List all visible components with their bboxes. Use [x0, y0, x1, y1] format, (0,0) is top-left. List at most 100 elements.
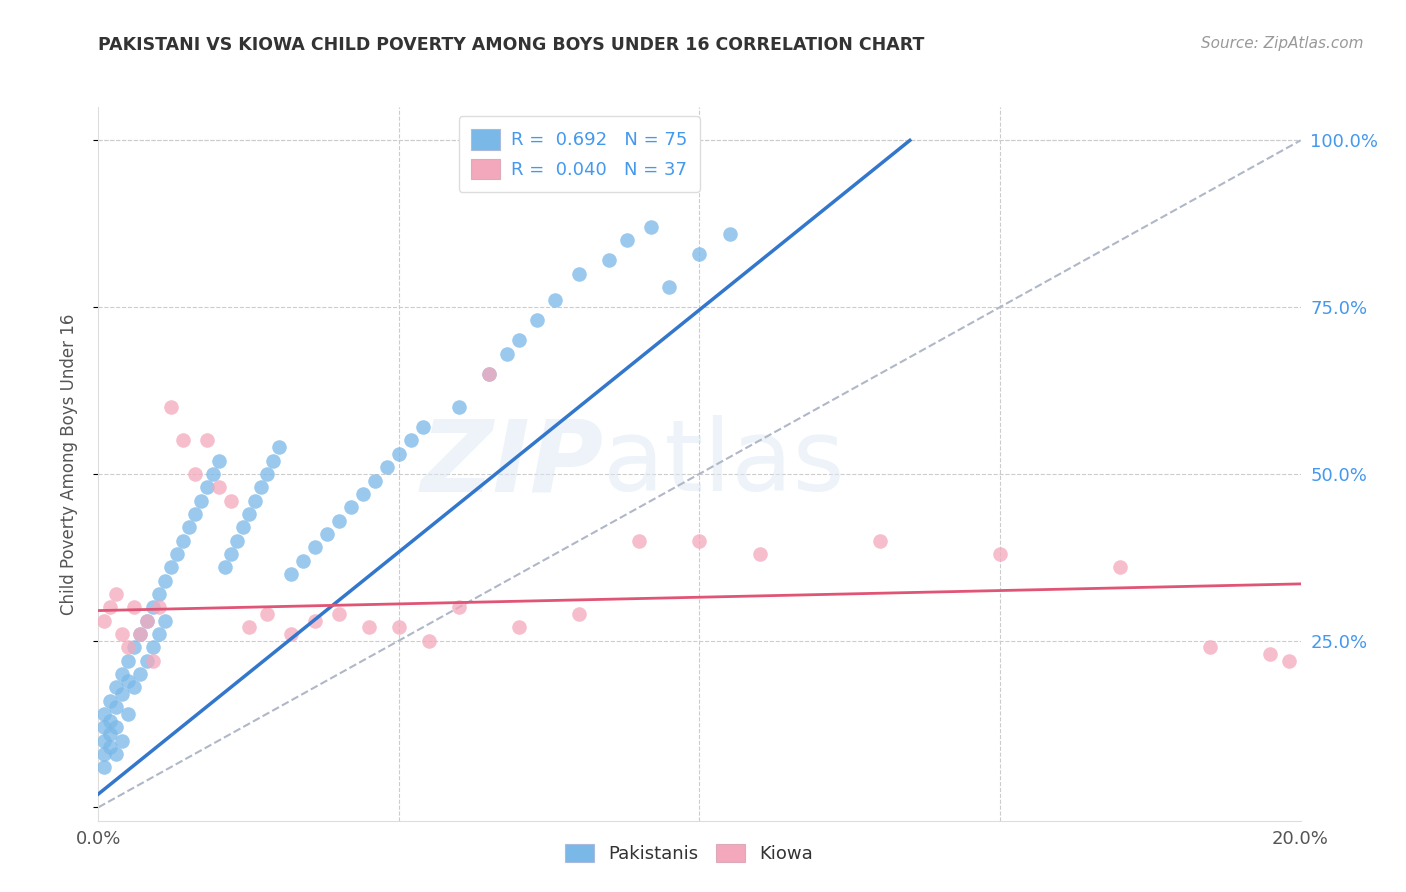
Point — [232, 520, 254, 534]
Point — [159, 400, 181, 414]
Text: atlas: atlas — [603, 416, 845, 512]
Point — [93, 614, 115, 628]
Point — [93, 720, 115, 734]
Point — [124, 680, 146, 694]
Point — [869, 533, 891, 548]
Text: ZIP: ZIP — [420, 416, 603, 512]
Point — [214, 560, 236, 574]
Point — [544, 293, 567, 308]
Point — [238, 620, 260, 634]
Point — [304, 614, 326, 628]
Point — [447, 400, 470, 414]
Point — [135, 614, 157, 628]
Point — [117, 673, 139, 688]
Point — [418, 633, 440, 648]
Point — [340, 500, 363, 515]
Point — [105, 587, 128, 601]
Point — [478, 367, 501, 381]
Point — [988, 547, 1011, 561]
Point — [291, 553, 314, 567]
Point — [135, 614, 157, 628]
Point — [508, 620, 530, 634]
Point — [148, 587, 170, 601]
Point — [100, 740, 122, 755]
Point — [328, 607, 350, 621]
Point — [508, 334, 530, 348]
Point — [195, 434, 218, 448]
Point — [177, 520, 200, 534]
Point — [640, 220, 662, 235]
Point — [208, 453, 231, 467]
Point — [100, 727, 122, 741]
Point — [616, 234, 638, 248]
Point — [129, 667, 152, 681]
Point — [718, 227, 741, 241]
Point — [243, 493, 266, 508]
Point — [496, 347, 519, 361]
Point — [249, 480, 271, 494]
Point — [141, 654, 163, 668]
Point — [219, 493, 242, 508]
Point — [280, 566, 302, 581]
Point — [93, 733, 115, 747]
Point — [208, 480, 231, 494]
Point — [111, 733, 134, 747]
Point — [628, 533, 651, 548]
Point — [352, 487, 374, 501]
Point — [262, 453, 284, 467]
Point — [256, 607, 278, 621]
Point — [153, 574, 176, 588]
Point — [195, 480, 218, 494]
Point — [1109, 560, 1132, 574]
Point — [280, 627, 302, 641]
Point — [267, 440, 290, 454]
Point — [388, 447, 411, 461]
Point — [93, 760, 115, 774]
Point — [568, 267, 591, 281]
Point — [117, 654, 139, 668]
Legend: R =  0.692   N = 75, R =  0.040   N = 37: R = 0.692 N = 75, R = 0.040 N = 37 — [458, 116, 700, 192]
Point — [1199, 640, 1222, 655]
Point — [105, 747, 128, 761]
Point — [568, 607, 591, 621]
Point — [256, 467, 278, 481]
Point — [304, 540, 326, 554]
Point — [141, 600, 163, 615]
Point — [598, 253, 620, 268]
Point — [447, 600, 470, 615]
Point — [201, 467, 224, 481]
Point — [238, 507, 260, 521]
Point — [100, 714, 122, 728]
Point — [141, 640, 163, 655]
Point — [478, 367, 501, 381]
Point — [412, 420, 434, 434]
Point — [689, 533, 711, 548]
Point — [399, 434, 422, 448]
Point — [159, 560, 181, 574]
Point — [148, 600, 170, 615]
Point — [388, 620, 411, 634]
Point — [689, 246, 711, 260]
Point — [364, 474, 387, 488]
Point — [124, 600, 146, 615]
Point — [183, 507, 205, 521]
Point — [124, 640, 146, 655]
Point — [315, 527, 337, 541]
Point — [183, 467, 205, 481]
Legend: Pakistanis, Kiowa: Pakistanis, Kiowa — [554, 833, 824, 874]
Point — [129, 627, 152, 641]
Point — [100, 693, 122, 707]
Point — [526, 313, 548, 327]
Point — [93, 706, 115, 721]
Point — [105, 700, 128, 714]
Point — [748, 547, 770, 561]
Point — [658, 280, 681, 294]
Point — [1260, 647, 1282, 661]
Point — [148, 627, 170, 641]
Text: PAKISTANI VS KIOWA CHILD POVERTY AMONG BOYS UNDER 16 CORRELATION CHART: PAKISTANI VS KIOWA CHILD POVERTY AMONG B… — [98, 36, 925, 54]
Point — [328, 514, 350, 528]
Point — [1277, 654, 1299, 668]
Point — [105, 720, 128, 734]
Point — [172, 533, 194, 548]
Point — [93, 747, 115, 761]
